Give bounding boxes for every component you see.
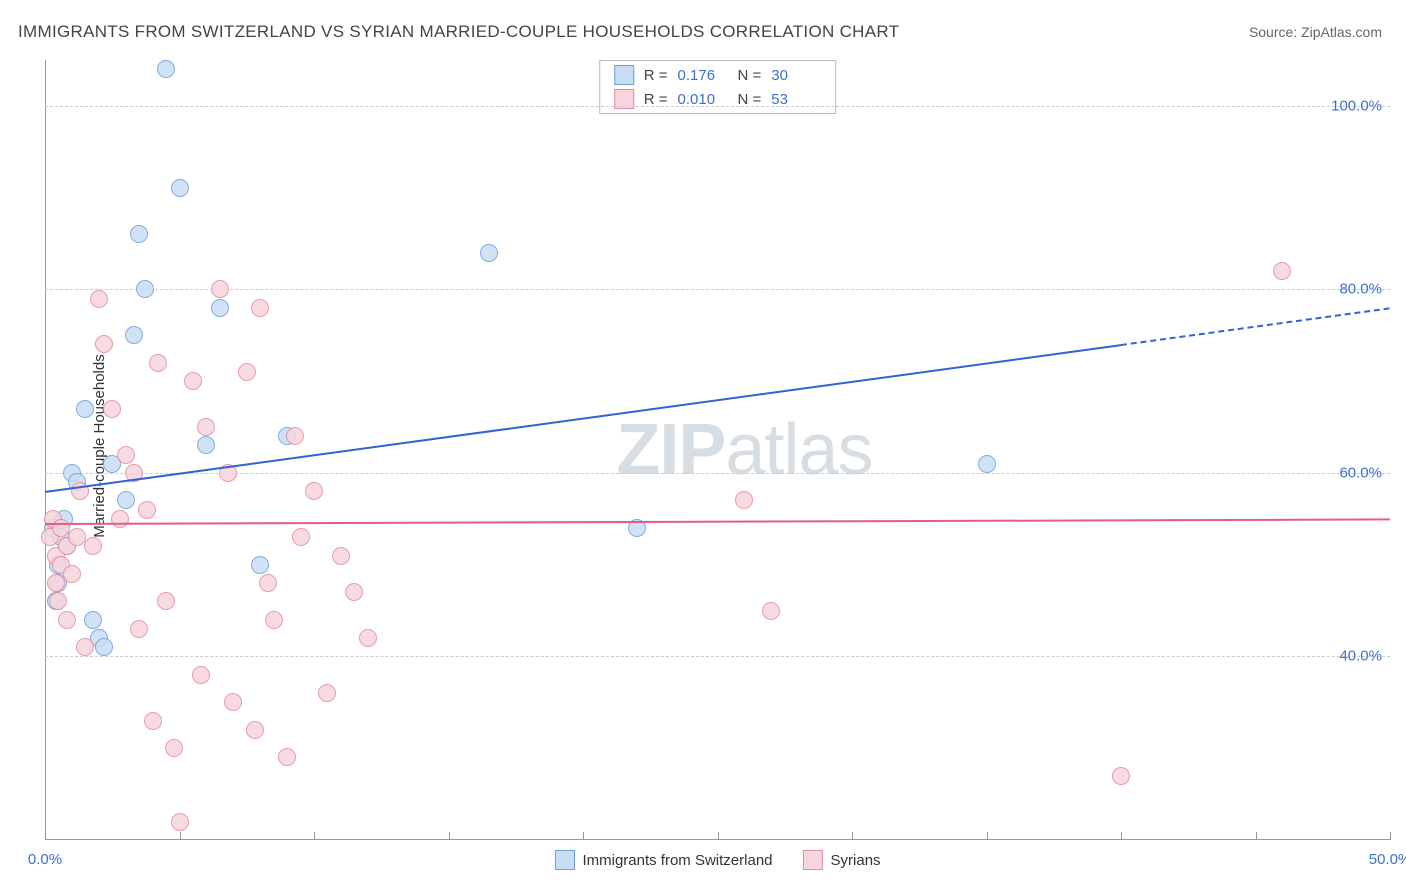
x-tick-mark [987, 832, 988, 840]
gridline [45, 656, 1390, 657]
data-point [259, 574, 277, 592]
gridline [45, 106, 1390, 107]
legend-item: Syrians [803, 850, 881, 870]
x-tick-mark [45, 832, 46, 840]
data-point [95, 335, 113, 353]
series-legend: Immigrants from Switzerland Syrians [554, 850, 880, 870]
data-point [359, 629, 377, 647]
x-tick-mark [718, 832, 719, 840]
scatter-plot: ZIPatlas R =0.176N =30R =0.010N =53 Immi… [45, 60, 1390, 840]
x-tick-mark [583, 832, 584, 840]
data-point [345, 583, 363, 601]
data-point [278, 748, 296, 766]
data-point [84, 537, 102, 555]
data-point [63, 565, 81, 583]
data-point [58, 611, 76, 629]
y-axis [45, 60, 46, 840]
source-label: Source: ZipAtlas.com [1249, 24, 1382, 40]
data-point [111, 510, 129, 528]
data-point [76, 638, 94, 656]
x-tick-label: 0.0% [28, 851, 62, 868]
x-tick-mark [1121, 832, 1122, 840]
data-point [117, 491, 135, 509]
gridline [45, 473, 1390, 474]
data-point [90, 290, 108, 308]
data-point [224, 693, 242, 711]
watermark: ZIPatlas [616, 409, 872, 491]
data-point [95, 638, 113, 656]
legend-stat-row: R =0.010N =53 [600, 87, 836, 111]
x-tick-mark [449, 832, 450, 840]
data-point [246, 721, 264, 739]
data-point [157, 60, 175, 78]
data-point [136, 280, 154, 298]
data-point [52, 519, 70, 537]
data-point [211, 280, 229, 298]
data-point [265, 611, 283, 629]
trend-line [45, 519, 1390, 526]
data-point [117, 446, 135, 464]
data-point [165, 739, 183, 757]
data-point [138, 501, 156, 519]
y-tick-label: 60.0% [1339, 464, 1390, 481]
gridline [45, 289, 1390, 290]
data-point [1273, 262, 1291, 280]
data-point [171, 813, 189, 831]
data-point [171, 179, 189, 197]
data-point [211, 299, 229, 317]
data-point [76, 400, 94, 418]
x-tick-label: 50.0% [1369, 851, 1406, 868]
data-point [47, 574, 65, 592]
data-point [144, 712, 162, 730]
data-point [157, 592, 175, 610]
chart-title: IMMIGRANTS FROM SWITZERLAND VS SYRIAN MA… [18, 22, 899, 42]
data-point [332, 547, 350, 565]
data-point [149, 354, 167, 372]
y-tick-label: 100.0% [1331, 97, 1390, 114]
data-point [735, 491, 753, 509]
data-point [197, 436, 215, 454]
data-point [480, 244, 498, 262]
data-point [84, 611, 102, 629]
x-tick-mark [1256, 832, 1257, 840]
data-point [197, 418, 215, 436]
data-point [286, 427, 304, 445]
x-tick-mark [314, 832, 315, 840]
data-point [292, 528, 310, 546]
legend-stat-row: R =0.176N =30 [600, 63, 836, 87]
x-tick-mark [1390, 832, 1391, 840]
data-point [305, 482, 323, 500]
data-point [125, 326, 143, 344]
data-point [251, 299, 269, 317]
y-tick-label: 80.0% [1339, 281, 1390, 298]
data-point [68, 528, 86, 546]
x-tick-mark [852, 832, 853, 840]
data-point [130, 225, 148, 243]
data-point [762, 602, 780, 620]
data-point [130, 620, 148, 638]
legend-item: Immigrants from Switzerland [554, 850, 772, 870]
data-point [978, 455, 996, 473]
data-point [238, 363, 256, 381]
data-point [192, 666, 210, 684]
data-point [318, 684, 336, 702]
x-tick-mark [180, 832, 181, 840]
trend-line [1121, 308, 1390, 347]
data-point [251, 556, 269, 574]
data-point [1112, 767, 1130, 785]
data-point [184, 372, 202, 390]
data-point [49, 592, 67, 610]
data-point [103, 400, 121, 418]
y-tick-label: 40.0% [1339, 648, 1390, 665]
